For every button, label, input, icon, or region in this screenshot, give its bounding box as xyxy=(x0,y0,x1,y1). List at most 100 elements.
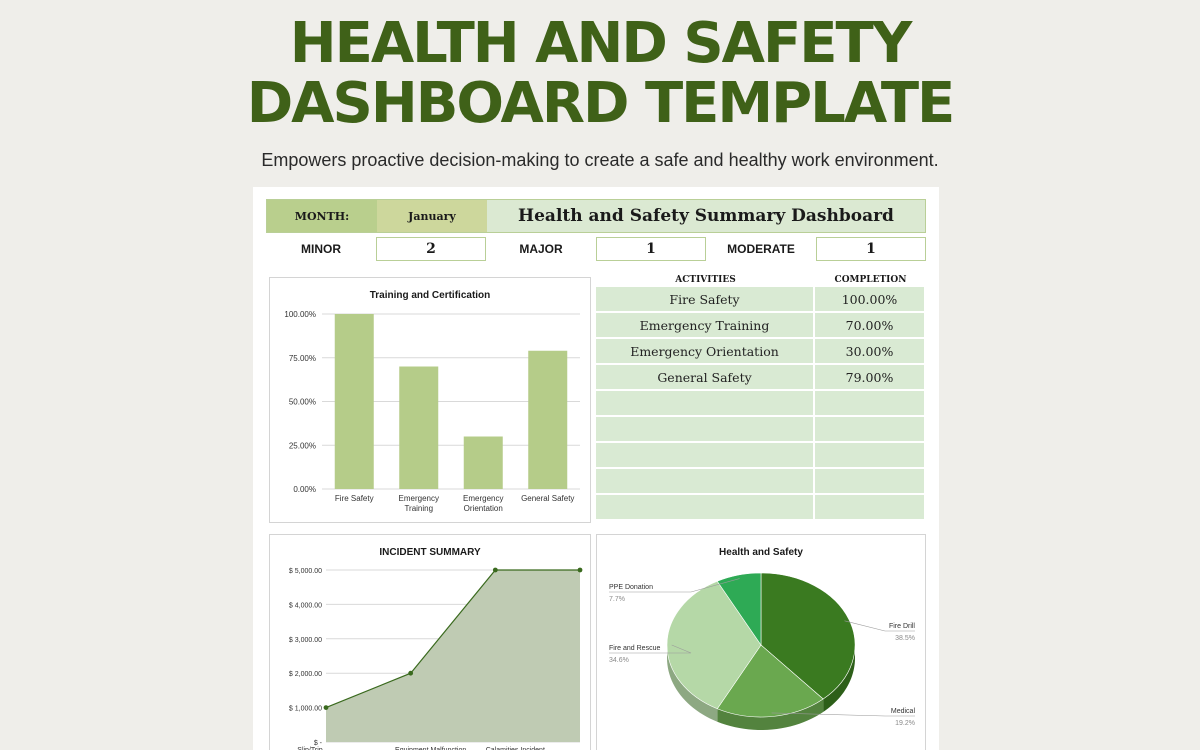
page-title-line-2: DASHBOARD TEMPLATE xyxy=(246,71,956,136)
health-pie-title: Health and Safety xyxy=(719,547,803,558)
y-tick-label: $ 1,000.00 xyxy=(289,706,322,713)
completion-cell[interactable]: 79.00% xyxy=(815,365,926,391)
page-subtitle: Empowers proactive decision-making to cr… xyxy=(261,150,939,170)
incident-chart-title: INCIDENT SUMMARY xyxy=(379,547,481,558)
moderate-label: MODERATE xyxy=(727,242,795,256)
x-tick-label: Calamities Incident xyxy=(486,747,545,750)
pie-slice xyxy=(716,572,762,646)
pie-leader-line xyxy=(609,644,692,654)
pie-leader-line xyxy=(609,578,740,593)
training-bar-chart: 0.00% 25.00% 50.00% 75.00% 100.00% Fire Safet… xyxy=(284,310,580,513)
page-title: HEALTH AND SAFETY DASHBOARD TEMPLATE xyxy=(0,14,1200,134)
activity-cell[interactable] xyxy=(596,469,815,495)
data-point xyxy=(577,567,583,573)
activity-cell[interactable] xyxy=(596,417,815,443)
table-row: Emergency Training 70.00% xyxy=(596,313,926,339)
y-tick-label: $ 4,000.00 xyxy=(289,602,322,609)
training-chart-panel: Training and Certification 0.00% 25.00% 50… xyxy=(269,277,591,523)
completion-cell[interactable] xyxy=(815,391,926,417)
activity-cell[interactable] xyxy=(596,391,815,417)
area-fill xyxy=(326,570,580,742)
activities-table-body: Fire Safety 100.00% Emergency Training 70.0… xyxy=(596,287,926,521)
activity-cell[interactable] xyxy=(596,443,815,469)
y-tick-label: $ 2,000.00 xyxy=(289,671,322,678)
table-row xyxy=(596,443,926,469)
pie-slice-label: PPE Donation xyxy=(609,584,653,591)
activity-cell[interactable] xyxy=(596,495,815,521)
bar xyxy=(399,366,439,489)
area-line xyxy=(325,569,580,709)
severity-row: MINOR 2 MAJOR 1 MODERATE 1 xyxy=(266,237,926,261)
activity-cell[interactable]: General Safety xyxy=(596,365,815,391)
page-title-line-1: HEALTH AND SAFETY xyxy=(289,11,913,76)
activities-column-header: ACTIVITIES xyxy=(675,275,736,285)
incident-area-chart: $ - $ 1,000.00 $ 2,000.00 $ 3,000.00 $ 4,000… xyxy=(289,567,583,750)
major-label: MAJOR xyxy=(519,242,563,256)
pie-slice-percent: 19.2% xyxy=(895,720,915,727)
completion-cell[interactable]: 30.00% xyxy=(815,339,926,365)
x-tick-label: Training xyxy=(404,504,433,513)
data-point xyxy=(408,670,414,676)
month-value[interactable]: January xyxy=(377,200,487,232)
dashboard-header: MONTH: January Health and Safety Summary… xyxy=(266,199,926,233)
training-chart-title: Training and Certification xyxy=(369,290,491,301)
x-tick-label: General Safety xyxy=(521,494,574,503)
health-pie-chart: Fire Drill 38.5% Medical 19.2% Fire and Resc… xyxy=(609,572,916,730)
minor-value[interactable]: 2 xyxy=(376,237,486,261)
table-row: General Safety 79.00% xyxy=(596,365,926,391)
completion-cell[interactable] xyxy=(815,469,926,495)
y-tick-label: 50.00% xyxy=(289,398,316,407)
pie-slice-side xyxy=(717,699,824,730)
activity-cell[interactable]: Emergency Training xyxy=(596,313,815,339)
table-row: Emergency Orientation 30.00% xyxy=(596,339,926,365)
data-point xyxy=(323,705,329,710)
activities-table-header: ACTIVITIES COMPLETION xyxy=(596,273,926,287)
pie-slice-label: Medical xyxy=(891,708,916,715)
pie-slice-percent: 7.7% xyxy=(609,596,625,603)
pie-leader-line xyxy=(771,712,915,717)
x-tick-label: Emergency xyxy=(463,494,503,503)
pie-slice xyxy=(716,644,824,718)
pie-slice-side xyxy=(667,645,718,722)
x-tick-label: Slip/Trip xyxy=(297,747,323,750)
minor-label: MINOR xyxy=(301,242,341,256)
incident-chart-panel: INCIDENT SUMMARY $ - $ 1,000.00 $ 2,000.00… xyxy=(269,534,591,750)
completion-cell[interactable]: 70.00% xyxy=(815,313,926,339)
completion-cell[interactable]: 100.00% xyxy=(815,287,926,313)
activities-table: ACTIVITIES COMPLETION Fire Safety 100.00%… xyxy=(596,273,926,521)
pie-slice-label: Fire Drill xyxy=(889,623,915,630)
completion-cell[interactable] xyxy=(815,495,926,521)
table-row xyxy=(596,469,926,495)
health-pie-panel: Health and Safety Fire Drill 38.5% Medical… xyxy=(596,534,926,750)
dashboard-sheet: MONTH: January Health and Safety Summary… xyxy=(253,187,939,750)
pie-slice-label: Fire and Rescue xyxy=(609,645,660,652)
major-value[interactable]: 1 xyxy=(596,237,706,261)
y-tick-label: $ 5,000.00 xyxy=(289,568,322,575)
pie-slice-percent: 34.6% xyxy=(609,657,629,664)
completion-cell[interactable] xyxy=(815,443,926,469)
table-row xyxy=(596,495,926,521)
y-tick-label: $ - xyxy=(314,740,323,747)
x-tick-label: Fire Safety xyxy=(335,494,374,503)
y-tick-label: 75.00% xyxy=(289,354,316,363)
activity-cell[interactable]: Emergency Orientation xyxy=(596,339,815,365)
moderate-value[interactable]: 1 xyxy=(816,237,926,261)
table-row: Fire Safety 100.00% xyxy=(596,287,926,313)
x-tick-label: Orientation xyxy=(464,504,503,513)
bar xyxy=(334,314,374,489)
table-row xyxy=(596,417,926,443)
pie-slice-side xyxy=(823,645,855,713)
y-tick-label: 25.00% xyxy=(289,441,316,450)
month-label: MONTH: xyxy=(267,200,377,232)
pie-slice-percent: 38.5% xyxy=(895,635,915,642)
activity-cell[interactable]: Fire Safety xyxy=(596,287,815,313)
pie-slice xyxy=(666,580,762,710)
dashboard-title: Health and Safety Summary Dashboard xyxy=(487,200,925,232)
pie-slice xyxy=(760,572,856,700)
completion-cell[interactable] xyxy=(815,417,926,443)
y-tick-label: 0.00% xyxy=(293,485,316,494)
pie-leader-line xyxy=(844,620,915,632)
x-tick-label: Emergency xyxy=(399,494,439,503)
bar xyxy=(463,436,503,489)
y-tick-label: 100.00% xyxy=(284,310,316,319)
